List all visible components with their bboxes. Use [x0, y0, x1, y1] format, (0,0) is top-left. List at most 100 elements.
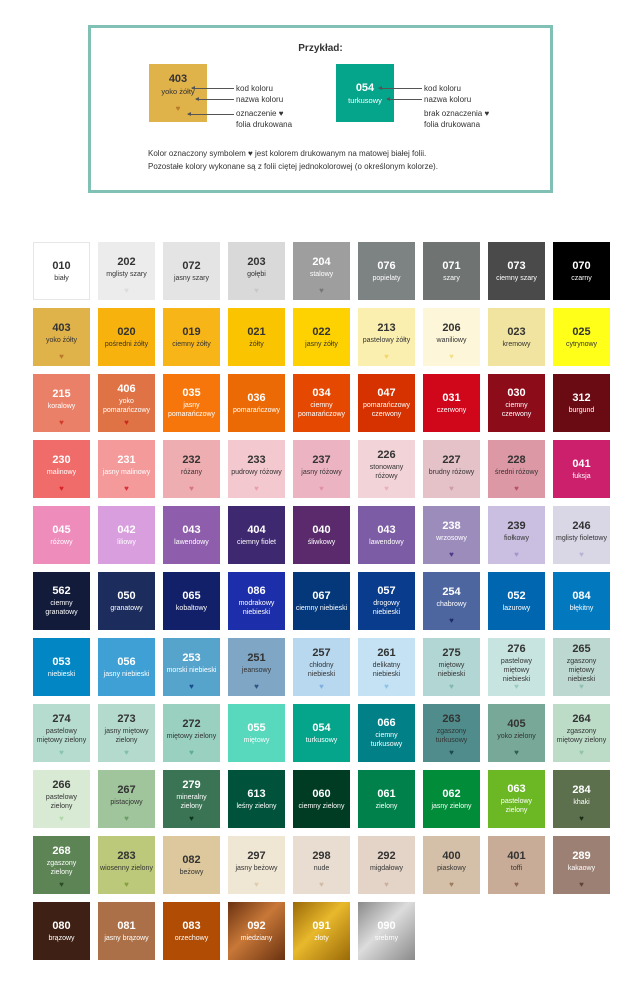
color-swatch: 040 śliwkowy	[293, 506, 350, 564]
color-name: ciemny szary	[496, 274, 537, 282]
color-swatch: 264 zgaszony miętowy zielony ♥	[553, 704, 610, 762]
color-code: 065	[182, 589, 201, 602]
color-code: 204	[312, 255, 331, 268]
label-printed: folia drukowana	[424, 120, 481, 129]
color-swatch: 084 błękitny	[553, 572, 610, 630]
color-code: 226	[377, 449, 396, 461]
color-name: waniliowy	[436, 336, 467, 344]
color-swatch: 043 lawendowy	[163, 506, 220, 564]
color-name: miętowy	[243, 736, 270, 744]
heart-icon: ♥	[514, 484, 519, 493]
color-code: 253	[182, 651, 201, 664]
heart-icon: ♥	[449, 682, 454, 691]
color-swatch: 272 miętowy zielony ♥	[163, 704, 220, 762]
label-code: kod koloru	[236, 84, 273, 93]
color-swatch: 020 pośredni żółty	[98, 308, 155, 366]
heart-icon: ♥	[579, 814, 584, 823]
color-name: jasny zielony	[431, 802, 472, 810]
color-swatch: 019 ciemny żółty	[163, 308, 220, 366]
color-name: ciemny niebieski	[295, 604, 348, 612]
color-name: niebieski	[47, 670, 76, 678]
color-swatch: 071 szary	[423, 242, 480, 300]
heart-icon: ♥	[59, 880, 64, 889]
color-swatch: 613 leśny zielony	[228, 770, 285, 828]
color-code: 047	[377, 387, 396, 399]
color-name: liliowy	[117, 538, 136, 546]
example-code: 403	[168, 73, 188, 85]
color-code: 021	[247, 325, 266, 338]
color-name: yoko żółty	[45, 336, 78, 344]
color-swatch: 065 kobaltowy	[163, 572, 220, 630]
color-code: 036	[247, 391, 266, 404]
color-name: malinowy	[46, 468, 77, 476]
color-swatch: 035 jasny pomarańczowy	[163, 374, 220, 432]
color-name: migdałowy	[369, 864, 404, 872]
color-name: gołębi	[247, 270, 266, 278]
label-name: nazwa koloru	[236, 95, 284, 104]
color-code: 019	[182, 325, 201, 338]
color-code: 025	[572, 325, 591, 338]
color-name: drogowy niebieski	[372, 600, 401, 616]
color-code: 086	[247, 585, 266, 597]
color-name: wrzosowy	[436, 534, 467, 542]
color-code: 057	[377, 585, 396, 597]
color-code: 071	[442, 259, 461, 272]
color-swatch: 213 pastelowy żółty ♥	[358, 308, 415, 366]
color-code: 034	[312, 387, 331, 399]
color-code: 063	[507, 783, 526, 795]
color-swatch: 056 jasny niebieski	[98, 638, 155, 696]
color-name: pośredni żółty	[104, 340, 149, 348]
heart-icon: ♥	[254, 880, 259, 889]
color-code: 227	[442, 453, 461, 466]
color-code: 073	[507, 259, 526, 272]
color-name: jasny różowy	[301, 468, 342, 476]
heart-icon: ♥	[59, 352, 64, 361]
example-name: turkusowy	[348, 95, 382, 105]
color-name: granatowy	[110, 604, 143, 612]
color-name: miedziany	[240, 934, 273, 942]
color-name: stonowany różowy	[369, 464, 404, 480]
color-swatch: 057 drogowy niebieski	[358, 572, 415, 630]
color-code: 404	[247, 523, 266, 536]
color-code: 050	[117, 589, 136, 602]
color-code: 246	[572, 519, 591, 532]
color-name: jasny miętowy zielony	[104, 728, 149, 744]
color-code: 272	[182, 717, 201, 730]
color-code: 613	[247, 787, 266, 800]
color-swatch: 090 srebrny	[358, 902, 415, 960]
color-name: pomarańczowy	[232, 406, 281, 414]
color-swatch: 265 zgaszony miętowy niebieski ♥	[553, 638, 610, 696]
color-swatch: 279 mineralny zielony ♥	[163, 770, 220, 828]
color-name: lawendowy	[369, 538, 404, 546]
color-name: morski niebieski	[166, 666, 217, 674]
color-name: zgaszony zielony	[46, 860, 77, 876]
color-name: szary	[443, 274, 460, 282]
color-swatch: 043 lawendowy	[358, 506, 415, 564]
color-swatch: 053 niebieski	[33, 638, 90, 696]
color-code: 267	[117, 783, 136, 796]
color-swatch: 292 migdałowy ♥	[358, 836, 415, 894]
heart-icon: ♥	[189, 484, 194, 493]
color-name: turkusowy	[305, 736, 338, 744]
color-swatch: 062 jasny zielony	[423, 770, 480, 828]
color-code: 072	[182, 259, 201, 272]
heart-icon: ♥	[514, 880, 519, 889]
color-name: orzechowy	[174, 934, 209, 942]
color-code: 084	[572, 589, 591, 602]
color-name: jasny szary	[173, 274, 209, 282]
color-swatch: 297 jasny beżowy ♥	[228, 836, 285, 894]
color-code: 292	[377, 849, 396, 862]
color-swatch: 202 mglisty szary ♥	[98, 242, 155, 300]
color-swatch: 275 miętowy niebieski ♥	[423, 638, 480, 696]
color-name: kremowy	[502, 340, 531, 348]
color-code: 274	[52, 713, 71, 725]
color-swatch: 266 pastelowy zielony ♥	[33, 770, 90, 828]
color-swatch: 263 zgaszony turkusowy ♥	[423, 704, 480, 762]
color-name: jasny żółty	[305, 340, 338, 348]
color-name: brązowy	[48, 934, 75, 942]
arrow-icon	[195, 97, 234, 101]
color-code: 284	[572, 783, 591, 796]
color-name: różany	[180, 468, 202, 476]
heart-icon: ♥	[514, 550, 519, 559]
color-code: 401	[507, 849, 526, 862]
